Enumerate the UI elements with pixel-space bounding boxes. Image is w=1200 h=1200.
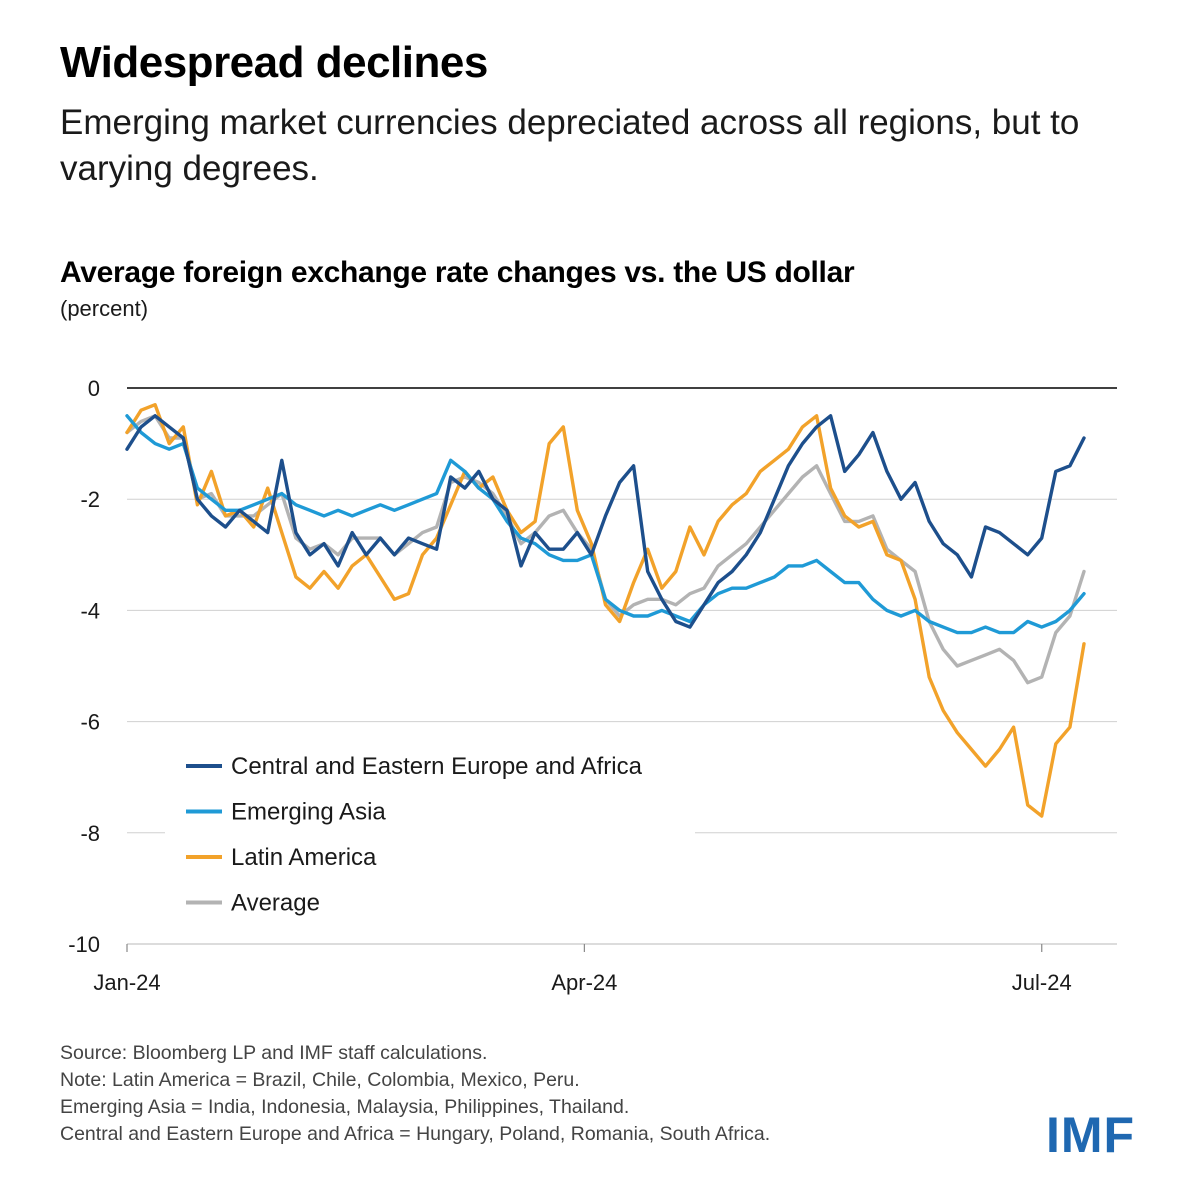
axes: 0 -2 -4 -6 -8 -10 Jan-24 Apr-24 Jul-24 xyxy=(68,376,1117,995)
note-emerging-asia: Emerging Asia = India, Indonesia, Malays… xyxy=(60,1096,630,1118)
series-line-average xyxy=(125,414,1086,685)
line-chart: 0 -2 -4 -6 -8 -10 Jan-24 Apr-24 Jul-24 Central a… xyxy=(68,376,1117,995)
x-tick-label: Apr-24 xyxy=(551,970,617,995)
series-line-central-and-eastern-europe-and-africa xyxy=(125,414,1086,629)
legend-label: Central and Eastern Europe and Africa xyxy=(231,753,643,780)
y-tick-label: -8 xyxy=(80,821,100,846)
chart-title: Average foreign exchange rate changes vs… xyxy=(60,256,855,289)
series-line-latin-america xyxy=(125,403,1086,818)
page-title: Widespread declines xyxy=(60,38,488,87)
legend-label: Latin America xyxy=(231,844,377,871)
y-tick-label: -2 xyxy=(80,487,100,512)
y-tick-label: -10 xyxy=(68,932,100,957)
x-tick-label: Jan-24 xyxy=(93,970,160,995)
legend-label: Average xyxy=(231,890,320,917)
page-subtitle: Emerging market currencies depreciated a… xyxy=(60,103,1080,188)
imf-logo: IMF xyxy=(1046,1107,1136,1163)
legend: Central and Eastern Europe and Africa Eme… xyxy=(186,753,643,917)
series-line-emerging-asia xyxy=(125,414,1086,635)
y-tick-label: -4 xyxy=(80,598,100,623)
source-note: Source: Bloomberg LP and IMF staff calcu… xyxy=(60,1042,488,1064)
y-tick-label: 0 xyxy=(88,376,100,401)
y-tick-label: -6 xyxy=(80,710,100,735)
chart-notes: Source: Bloomberg LP and IMF staff calcu… xyxy=(60,1040,770,1148)
chart-unit-label: (percent) xyxy=(60,296,149,321)
note-ceea: Central and Eastern Europe and Africa = … xyxy=(60,1123,771,1145)
legend-background xyxy=(165,735,695,925)
legend-label: Emerging Asia xyxy=(231,799,386,826)
series-lines xyxy=(125,403,1086,818)
note-latin-america: Note: Latin America = Brazil, Chile, Col… xyxy=(60,1069,580,1091)
x-tick-label: Jul-24 xyxy=(1012,970,1072,995)
